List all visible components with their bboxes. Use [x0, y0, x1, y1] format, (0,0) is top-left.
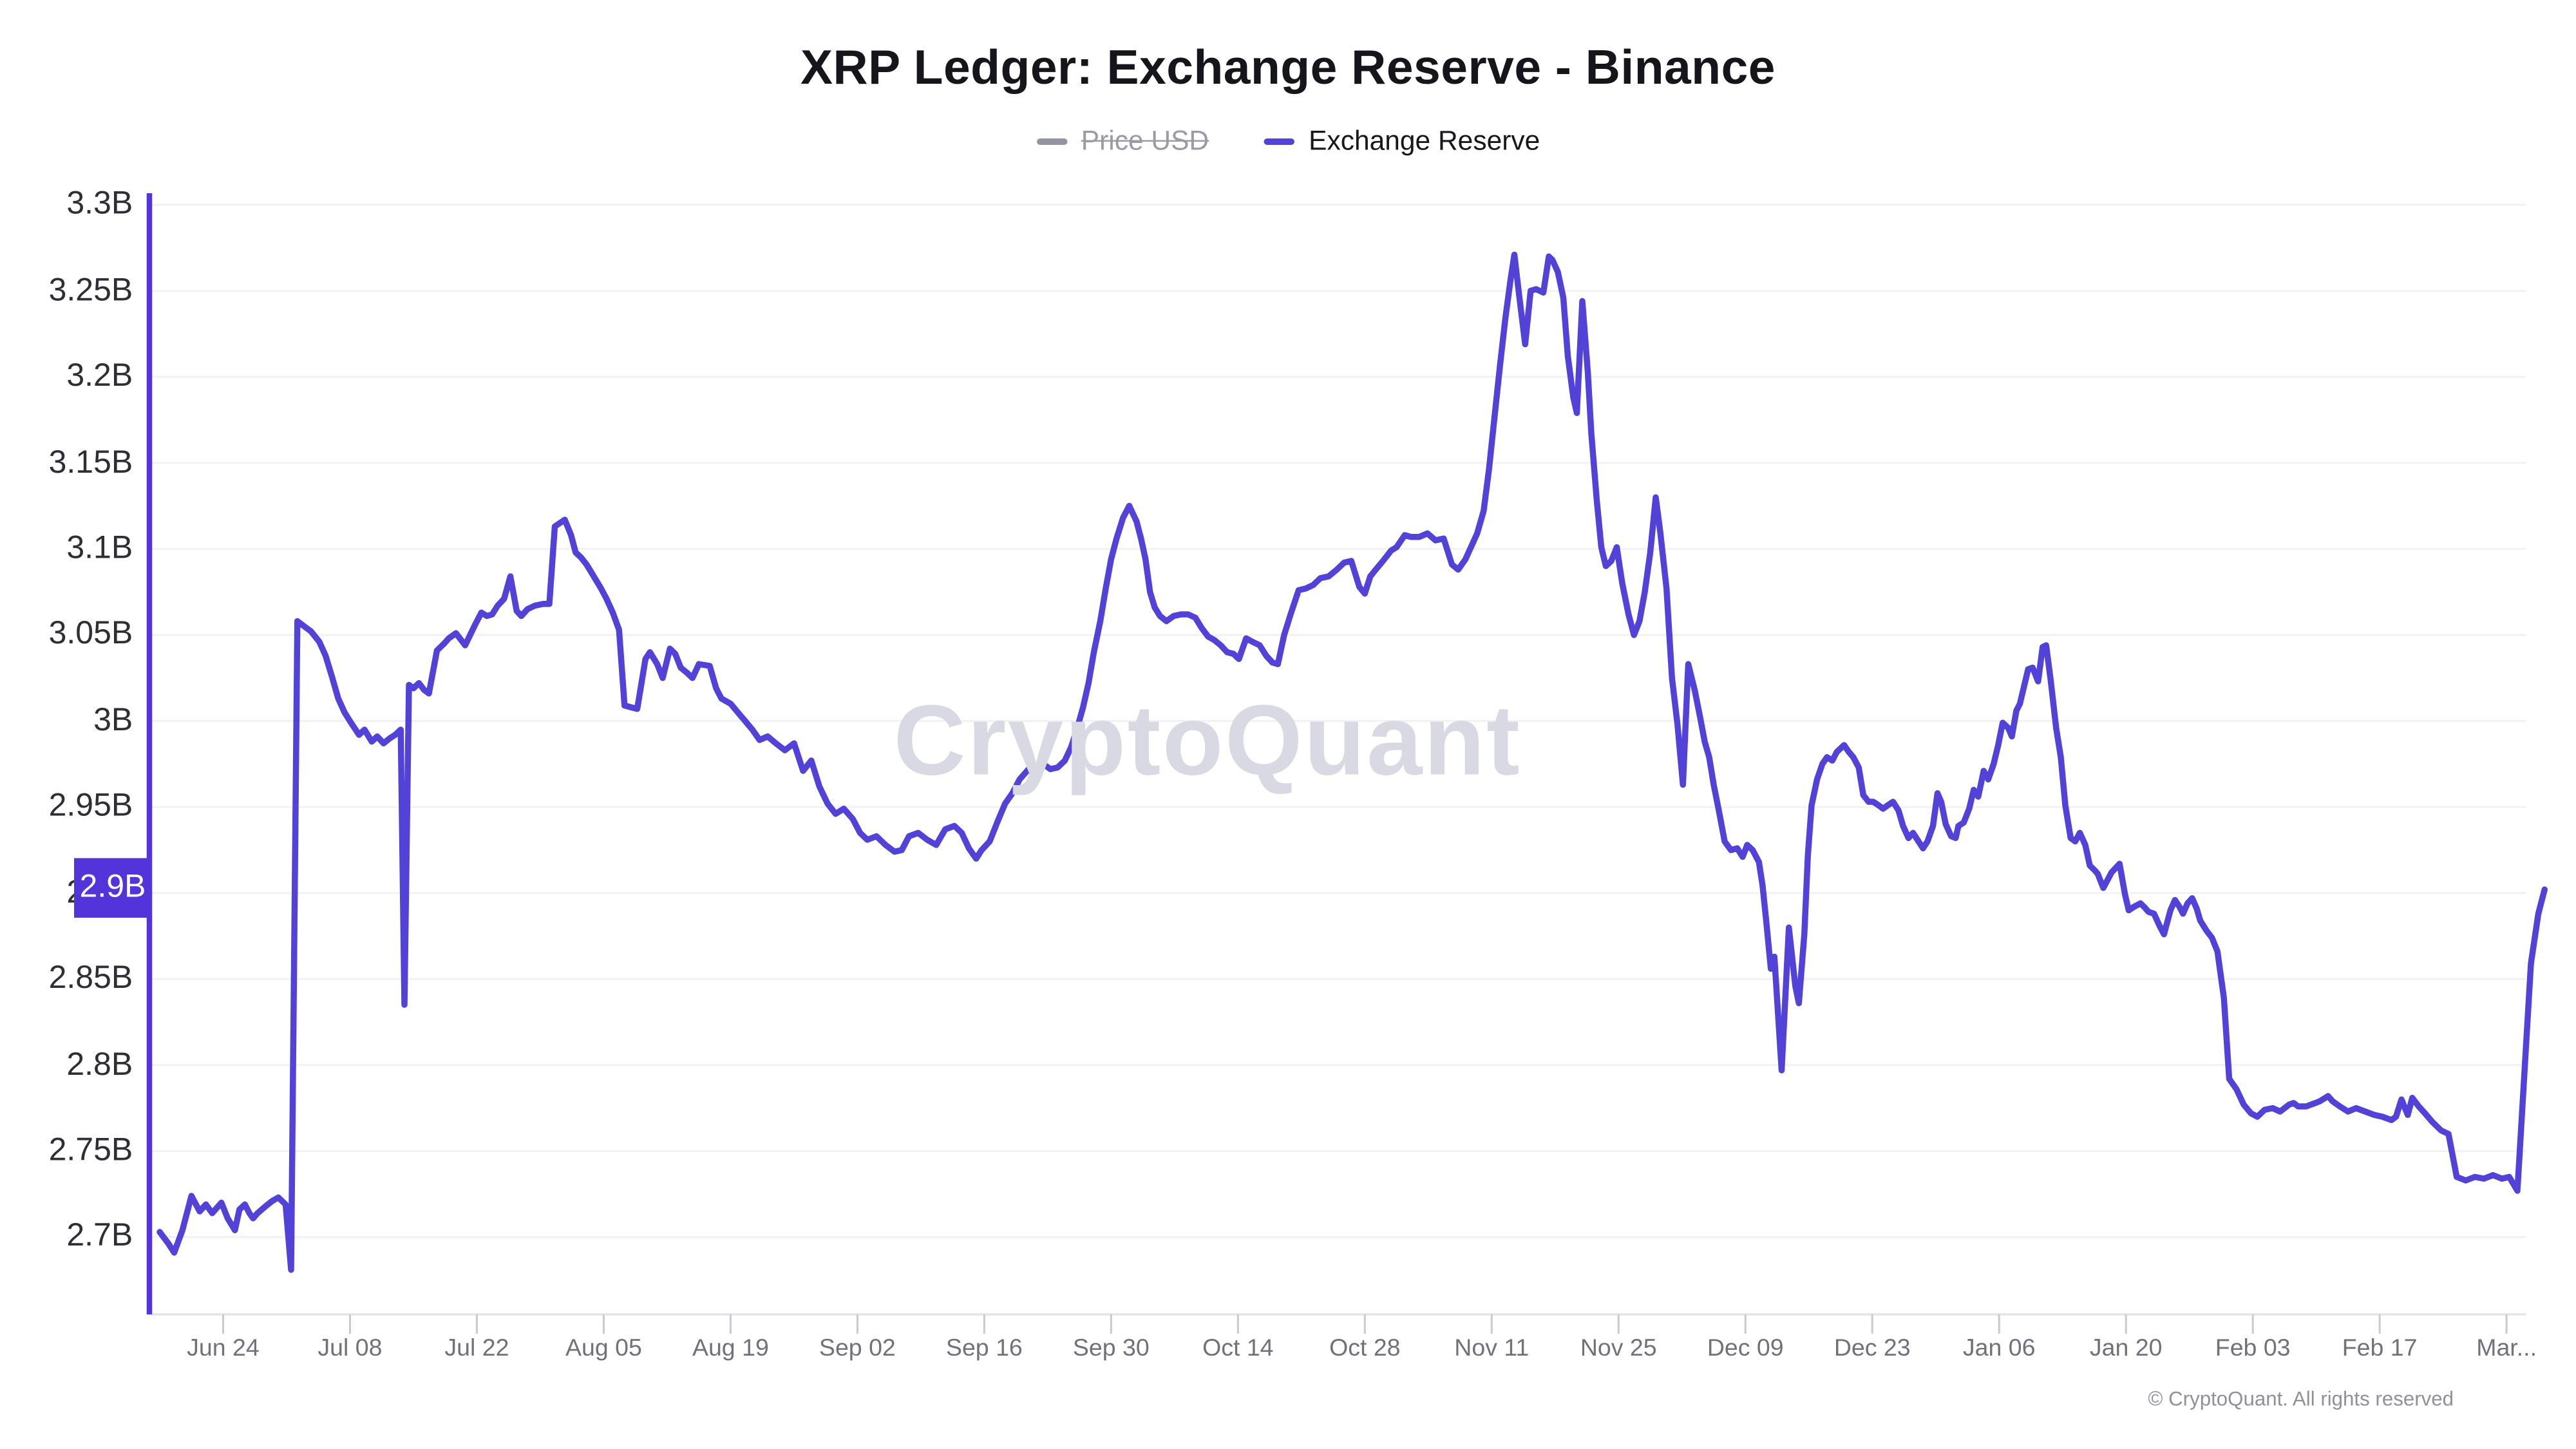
y-axis-label-2.95B: 2.95B [48, 788, 133, 824]
x-axis-label-Feb03: Feb 03 [2215, 1334, 2291, 1363]
legend-label-exchange-reserve: Exchange Reserve [1309, 126, 1540, 156]
y-axis-label-2.8B: 2.8B [66, 1046, 133, 1083]
y-axis-label-3.05B: 3.05B [48, 616, 133, 652]
y-axis-label-3.1B: 3.1B [66, 530, 133, 566]
x-axis-label-Sep16: Sep 16 [945, 1334, 1023, 1363]
y-axis-current-value-badge: 2.9B [74, 858, 151, 918]
x-axis-label-Mar: Mar... [2476, 1334, 2537, 1363]
x-axis-label-Oct14: Oct 14 [1202, 1334, 1274, 1363]
x-axis-label-Aug19: Aug 19 [692, 1334, 769, 1363]
x-axis-label-Sep02: Sep 02 [819, 1334, 896, 1363]
legend-label-price-usd: Price USD [1081, 126, 1209, 156]
x-axis-label-Feb17: Feb 17 [2342, 1334, 2418, 1363]
chart-header: XRP Ledger: Exchange Reserve - Binance [0, 0, 2576, 97]
x-axis-label-Nov11: Nov 11 [1454, 1334, 1530, 1363]
legend-item-exchange-reserve[interactable]: Exchange Reserve [1264, 126, 1540, 158]
legend: Price USD Exchange Reserve [0, 126, 2576, 158]
y-axis-label-3.3B: 3.3B [66, 186, 133, 222]
legend-item-price-usd[interactable]: Price USD [1036, 126, 1209, 158]
x-axis-label-Dec23: Dec 23 [1833, 1334, 1911, 1363]
y-axis-label-3B: 3B [93, 702, 133, 738]
x-axis-label-Dec09: Dec 09 [1707, 1334, 1784, 1363]
footer: © CryptoQuant. All rights reserved [2148, 1388, 2454, 1410]
legend-marker-price-usd-icon [1036, 138, 1067, 145]
y-axis-label-3.2B: 3.2B [66, 358, 133, 394]
legend-marker-exchange-reserve-icon [1264, 138, 1294, 145]
exchange-reserve-series-line[interactable] [156, 251, 2548, 1273]
y-axis-label-2.7B: 2.7B [66, 1218, 133, 1255]
y-axis-label-2.85B: 2.85B [48, 960, 133, 996]
y-axis-label-3.25B: 3.25B [48, 272, 133, 308]
x-axis-label-Jul22: Jul 22 [444, 1334, 509, 1363]
chart-title: XRP Ledger: Exchange Reserve - Binance [800, 42, 1776, 95]
watermark: CryptoQuant [893, 686, 1522, 797]
x-axis-label-Aug05: Aug 05 [565, 1334, 642, 1363]
x-axis-label-Jun24: Jun 24 [187, 1334, 260, 1363]
y-axis-label-2.75B: 2.75B [48, 1132, 133, 1168]
x-axis-label-Nov25: Nov 25 [1580, 1334, 1657, 1363]
x-axis-label-Oct28: Oct 28 [1329, 1334, 1401, 1363]
x-axis-label-Jul08: Jul 08 [317, 1334, 383, 1363]
x-axis-label-Jan20: Jan 20 [2089, 1334, 2163, 1363]
x-axis-label-Sep30: Sep 30 [1072, 1334, 1150, 1363]
copyright-text: © CryptoQuant. All rights reserved [2148, 1388, 2454, 1410]
y-axis-label-3.15B: 3.15B [48, 444, 133, 480]
x-axis-label-Jan06: Jan 06 [1962, 1334, 2036, 1363]
